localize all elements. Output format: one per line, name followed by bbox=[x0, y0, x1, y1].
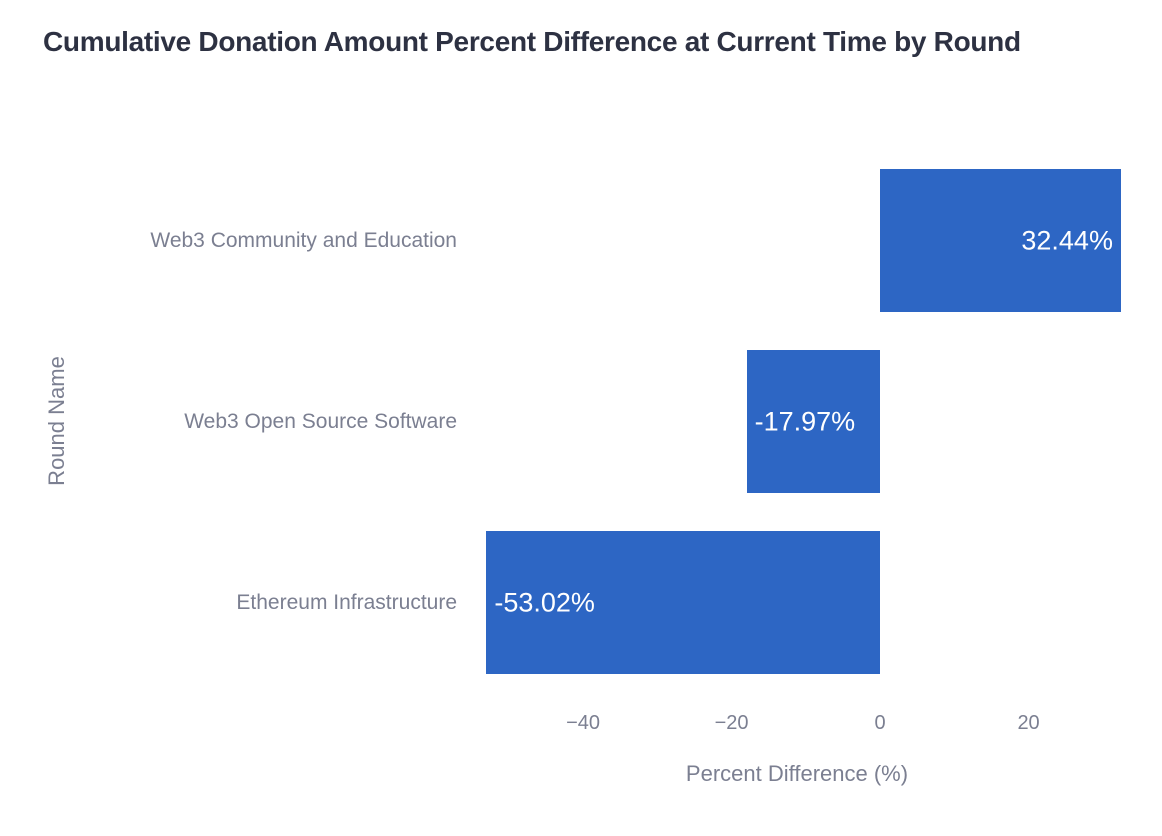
bar bbox=[746, 350, 881, 493]
bar bbox=[486, 531, 881, 674]
category-label: Web3 Community and Education bbox=[150, 228, 457, 252]
x-tick-label: −20 bbox=[714, 712, 749, 734]
x-tick-label: −40 bbox=[566, 712, 600, 734]
bar-value-label: -53.02% bbox=[494, 587, 595, 617]
y-axis-title: Round Name bbox=[44, 356, 69, 486]
x-tick-label: 0 bbox=[874, 712, 886, 734]
category-label: Ethereum Infrastructure bbox=[236, 590, 457, 614]
x-axis-title: Percent Difference (%) bbox=[685, 761, 909, 786]
category-label: Web3 Open Source Software bbox=[184, 409, 457, 433]
bar-value-label: 32.44% bbox=[1021, 225, 1113, 255]
chart-title: Cumulative Donation Amount Percent Diffe… bbox=[43, 26, 1021, 57]
bar bbox=[880, 169, 1121, 312]
x-tick-label: 20 bbox=[1017, 712, 1040, 734]
bar-value-label: -17.97% bbox=[754, 406, 856, 436]
